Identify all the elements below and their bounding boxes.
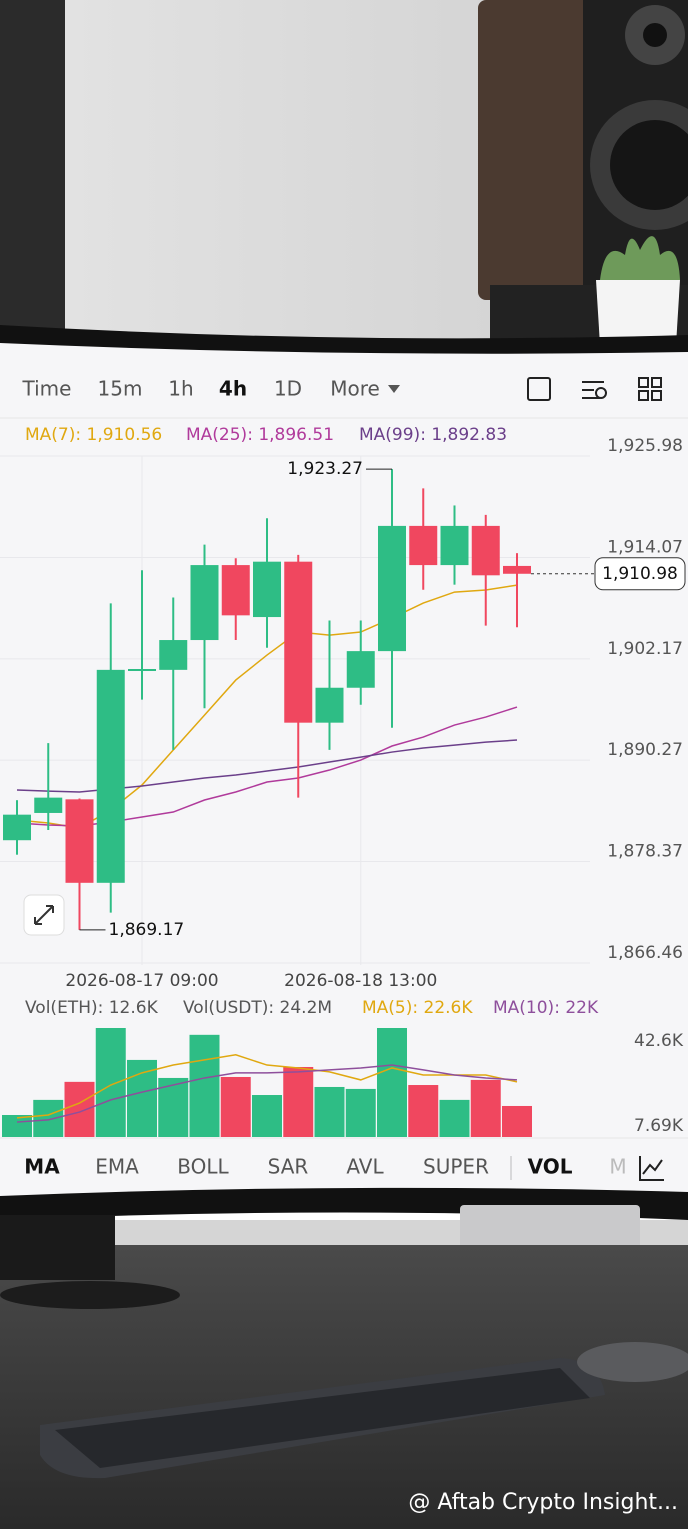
indicator-tab[interactable]: EMA [95,1155,139,1179]
volume-bar [470,1079,501,1137]
indicator-tab[interactable]: MA [24,1155,60,1179]
woofer-cone [610,120,688,210]
volume-bar [127,1059,157,1137]
keys [55,1368,590,1468]
tweeter-center [643,23,667,47]
volume-bar [33,1099,64,1137]
legend-entry: MA(7): 1,910.56 [25,425,162,445]
y-tick-label: 42.6K [634,1031,684,1051]
y-tick-label: 1,914.07 [607,537,683,557]
candle-body [128,669,156,672]
icon-grid[interactable] [638,377,649,388]
icon-grid-c [638,390,649,401]
y-tick-label: 7.69K [634,1116,684,1136]
volume-bar [2,1114,32,1137]
volume-bar [95,1028,126,1137]
icon-layout[interactable] [527,377,551,401]
interval-tab[interactable]: Time [22,377,72,401]
volume-bar [220,1076,251,1137]
volume-bar [189,1034,220,1137]
watermark: @ Aftab Crypto Insight... [408,1490,678,1515]
monitor-stand [0,1215,115,1280]
last-price-label: 1,910.98 [602,564,678,584]
candle-body [253,561,281,618]
more-caret[interactable] [388,385,400,393]
indicator-tab[interactable]: M [609,1155,626,1179]
candle-body [503,565,531,574]
volume-bar [314,1086,345,1137]
candle-body [221,565,250,616]
plant-pot [596,280,680,345]
interval-tab[interactable]: 15m [98,377,143,401]
icon-settings[interactable] [582,381,604,399]
volume-bar [283,1066,314,1137]
last-price-box [594,557,686,591]
annotation-label: 1,923.27 [287,459,363,479]
chart-icon[interactable] [639,1156,664,1181]
candle-body [3,814,31,841]
indicator-tab[interactable]: AVL [346,1155,384,1179]
toolbar-icons [527,377,662,401]
x-tick-label: 2026-08-18 13:00 [284,971,437,991]
interval-tab[interactable]: 1h [168,377,193,401]
candle-body [346,651,375,688]
mouse [577,1342,688,1382]
indicator-tab[interactable]: VOL [528,1155,573,1179]
candle-body [284,561,313,723]
y-tick-label: 1,866.46 [607,943,683,963]
indicator-tab[interactable]: SAR [268,1155,309,1179]
volume-bar [408,1085,439,1137]
expand-icon [34,905,54,925]
interval-tab[interactable]: 4h [219,377,247,401]
volume-bar [252,1095,282,1137]
candle-body [65,799,94,883]
legend-entry: MA(25): 1,896.51 [186,425,334,445]
candle-body [378,525,406,652]
interval-tab[interactable]: 1D [274,377,302,401]
y-tick-label: 1,890.27 [607,740,683,760]
legend-entry: Vol(ETH): 12.6K [25,998,159,1018]
volume-ma-line [16,1064,518,1123]
legend-entry: MA(10): 22K [493,998,599,1018]
volume-bar [502,1105,532,1137]
legend-entry: MA(99): 1,892.83 [359,425,507,445]
volume-bar [439,1099,470,1137]
icon-grid-d [651,390,662,401]
icon-grid-b [651,377,662,388]
volume-bar [345,1088,376,1137]
y-tick-label: 1,878.37 [607,842,683,862]
stand-foot [0,1281,180,1309]
volume-ma-line [16,1054,518,1119]
candle-body [190,565,219,641]
indicator-tab[interactable]: BOLL [177,1155,229,1179]
candle-body [96,669,125,883]
indicator-tab[interactable]: SUPER [423,1155,489,1179]
interval-tab[interactable]: More [330,377,380,401]
candle-body [409,525,438,566]
plant [600,236,680,280]
volume-bar [64,1081,95,1137]
candle-body [315,687,344,723]
candle-body [34,797,63,813]
candle-body [440,525,469,566]
annotation-label: 1,869.17 [109,920,185,940]
icon-settings-dot [595,387,607,399]
y-tick-label: 1,925.98 [607,436,683,456]
dark-panel [0,0,65,340]
volume-bar [377,1028,407,1137]
x-tick-label: 2026-08-17 09:00 [65,971,218,991]
y-tick-label: 1,902.17 [607,639,683,659]
legend-entry: Vol(USDT): 24.2M [183,998,332,1018]
candle-body [471,525,500,576]
screen-content: Time 15m 1h 4h 1D More 1,925.98 1,914.07 1,902.1… [0,377,688,1181]
legend-entry: MA(5): 22.6K [362,998,473,1018]
candle-body [159,640,188,670]
